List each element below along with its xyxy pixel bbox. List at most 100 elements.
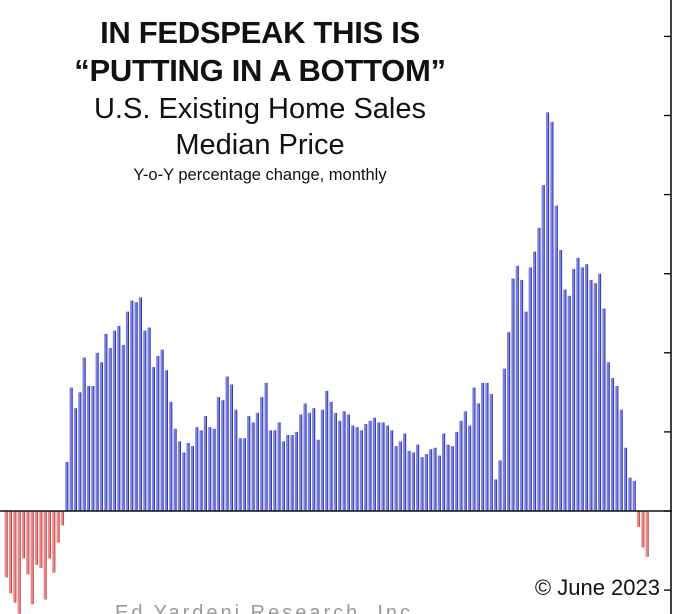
y-axis-ticks [664, 35, 671, 591]
positive-bar [597, 273, 601, 511]
negative-bar [4, 511, 8, 578]
positive-bar [576, 257, 580, 511]
positive-bar [229, 384, 233, 511]
positive-bar [532, 251, 536, 512]
positive-bar [364, 423, 367, 511]
positive-bar [463, 411, 467, 511]
positive-bar [515, 265, 519, 511]
positive-bar [338, 420, 341, 511]
positive-bar [619, 409, 623, 511]
positive-bar [554, 205, 558, 512]
positive-bar [316, 439, 320, 511]
positive-bar [212, 428, 216, 511]
positive-bar [502, 368, 506, 511]
positive-bar [632, 480, 636, 511]
positive-bar [494, 479, 497, 511]
positive-bar [65, 461, 69, 511]
positive-bar [455, 431, 458, 511]
positive-bar [472, 387, 476, 511]
positive-bar [416, 444, 419, 511]
positive-bar [476, 403, 480, 511]
positive-bar [260, 397, 263, 511]
positive-bar [268, 430, 272, 511]
positive-bar [403, 433, 406, 511]
positive-bar [545, 112, 549, 511]
positive-bar [398, 441, 402, 511]
positive-bar [537, 227, 541, 511]
positive-bar [485, 382, 489, 511]
positive-bar [498, 460, 502, 511]
positive-bar [208, 427, 211, 511]
negative-bar [26, 511, 30, 575]
positive-bar [602, 308, 606, 511]
positive-bar [372, 417, 376, 511]
positive-bar [134, 302, 138, 511]
positive-bar [160, 349, 164, 511]
positive-bar [628, 477, 632, 511]
positive-bar [147, 327, 151, 511]
positive-bar [277, 422, 281, 511]
positive-bar [450, 446, 454, 511]
positive-bar [169, 401, 172, 511]
positive-bar [606, 362, 610, 511]
negative-bar [39, 511, 43, 568]
positive-bar [351, 425, 354, 511]
positive-bar [195, 427, 198, 511]
negative-bar [30, 511, 34, 605]
positive-bar [95, 352, 99, 511]
positive-bar [558, 249, 562, 511]
positive-bar [69, 387, 73, 511]
negative-bar [34, 511, 38, 565]
positive-bar [615, 386, 619, 511]
positive-bar [446, 444, 450, 511]
positive-bar [481, 382, 484, 511]
negative-bar [43, 511, 47, 600]
positive-bar [281, 441, 285, 511]
positive-bar [429, 449, 432, 511]
positive-bar [623, 447, 627, 511]
positive-bar [520, 280, 523, 511]
positive-bar [156, 355, 159, 511]
negative-bar [17, 511, 21, 614]
negative-bar [645, 511, 649, 557]
positive-bar [390, 430, 393, 511]
positive-bar [186, 442, 190, 511]
chart-title-line-2: Median Price [175, 129, 345, 161]
positive-bar [346, 414, 350, 511]
positive-bar [507, 332, 510, 511]
negative-bar [47, 511, 51, 559]
negative-bar [21, 511, 25, 559]
positive-bar [273, 430, 276, 511]
positive-bar [199, 430, 203, 511]
positive-bar [468, 425, 471, 511]
positive-bar [381, 422, 385, 511]
positive-bar [524, 311, 528, 511]
positive-bar [303, 403, 307, 511]
positive-bar [320, 409, 324, 511]
positive-bar [99, 362, 103, 511]
positive-bar [151, 367, 155, 511]
positive-bar [286, 435, 289, 511]
positive-bar [589, 280, 593, 511]
positive-bar [238, 438, 242, 511]
positive-bar [433, 447, 437, 511]
positive-bar [234, 409, 237, 511]
positive-bar [173, 428, 177, 511]
positive-bar [329, 401, 333, 511]
chart-title-block: IN FEDSPEAK THIS IS “PUTTING IN A BOTTOM… [40, 14, 480, 186]
positive-bar [333, 412, 337, 511]
positive-bar [359, 430, 363, 511]
positive-bar [377, 422, 380, 511]
positive-bar [112, 330, 116, 511]
positive-bar [580, 267, 584, 511]
positive-bar [584, 264, 588, 511]
positive-bar [342, 411, 346, 511]
chart-subtitle: Y-o-Y percentage change, monthly [133, 166, 387, 184]
positive-bar [203, 416, 207, 511]
positive-bar [264, 382, 268, 511]
positive-bar [108, 348, 112, 511]
positive-bar [550, 121, 554, 511]
positive-bar [121, 344, 125, 511]
positive-bar [325, 390, 328, 511]
